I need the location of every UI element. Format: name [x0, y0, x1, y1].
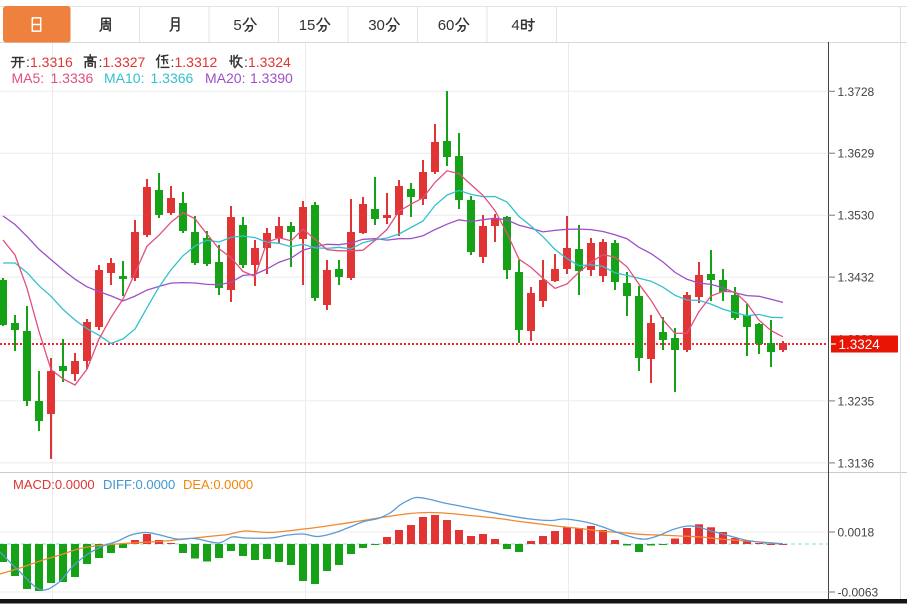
svg-text:1.3629: 1.3629 [838, 147, 875, 161]
svg-text:1.3432: 1.3432 [838, 271, 875, 285]
svg-text:1.3235: 1.3235 [838, 394, 875, 408]
svg-text:MA5:: MA5: [12, 70, 45, 86]
svg-text:5: 5 [233, 17, 241, 34]
svg-text:0.0018: 0.0018 [838, 526, 875, 540]
svg-text:1.3136: 1.3136 [838, 456, 875, 470]
svg-text:MA10:: MA10: [104, 70, 144, 86]
svg-text:30: 30 [368, 17, 385, 34]
svg-text::: : [26, 54, 30, 70]
svg-text::: : [171, 54, 175, 70]
svg-text:4: 4 [511, 17, 519, 34]
svg-text:60: 60 [438, 17, 455, 34]
svg-text:DIFF:0.0000: DIFF:0.0000 [103, 477, 175, 492]
svg-text:DEA:0.0000: DEA:0.0000 [183, 477, 253, 492]
svg-text:1.3336: 1.3336 [51, 70, 94, 86]
svg-text:1.3316: 1.3316 [30, 54, 73, 70]
svg-text:-0.0063: -0.0063 [838, 586, 879, 600]
svg-text:1.3324: 1.3324 [839, 337, 881, 352]
svg-text:MACD:0.0000: MACD:0.0000 [13, 477, 95, 492]
svg-text::: : [244, 54, 248, 70]
svg-text:MA20:: MA20: [205, 70, 245, 86]
svg-text:1.3327: 1.3327 [103, 54, 146, 70]
svg-text:1.3530: 1.3530 [838, 209, 875, 223]
svg-text:15: 15 [299, 17, 316, 34]
svg-text:1.3312: 1.3312 [175, 54, 218, 70]
svg-text:1.3366: 1.3366 [151, 70, 194, 86]
svg-text:1.3390: 1.3390 [250, 70, 293, 86]
svg-text:1.3728: 1.3728 [838, 85, 875, 99]
svg-text::: : [99, 54, 103, 70]
svg-text:1.3324: 1.3324 [248, 54, 291, 70]
